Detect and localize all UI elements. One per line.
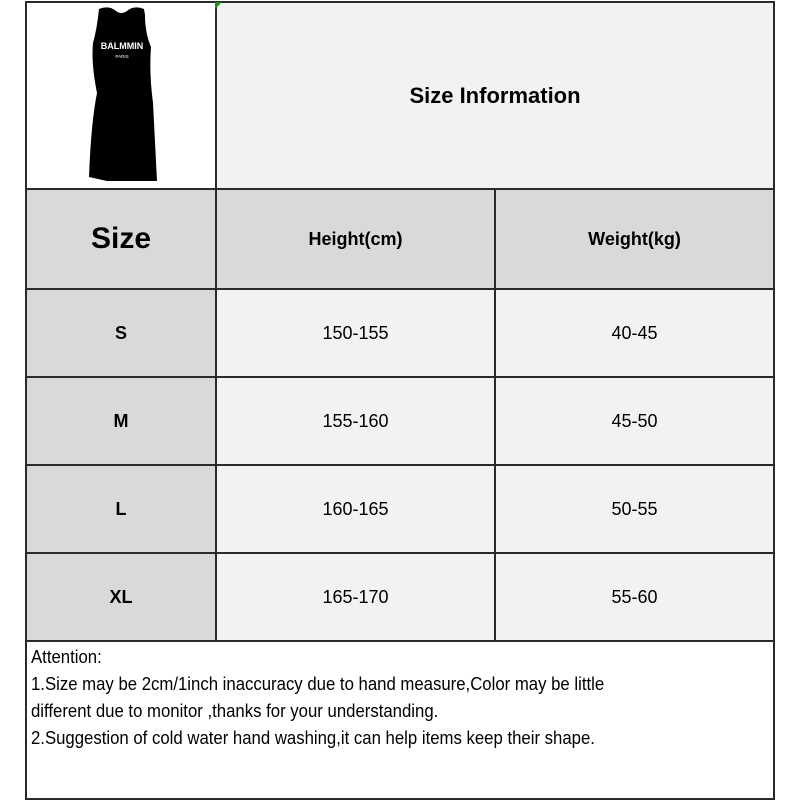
height-cell: 150-155 xyxy=(215,288,496,378)
height-cell: 160-165 xyxy=(215,464,496,554)
height-cell: 165-170 xyxy=(215,552,496,642)
attention-notes: Attention: 1.Size may be 2cm/1inch inacc… xyxy=(25,640,775,800)
note-line: 1.Size may be 2cm/1inch inaccuracy due t… xyxy=(31,674,605,694)
product-image-cell: BALMMIN PARIS xyxy=(25,1,217,190)
size-cell: L xyxy=(25,464,217,554)
weight-cell: 40-45 xyxy=(494,288,775,378)
table-row: M 155-160 45-50 xyxy=(25,376,775,466)
page-title: Size Information xyxy=(215,1,775,190)
table-row: S 150-155 40-45 xyxy=(25,288,775,378)
weight-cell: 45-50 xyxy=(494,376,775,466)
table-row: L 160-165 50-55 xyxy=(25,464,775,554)
height-cell: 155-160 xyxy=(215,376,496,466)
size-cell: S xyxy=(25,288,217,378)
weight-cell: 50-55 xyxy=(494,464,775,554)
header-height: Height(cm) xyxy=(215,188,496,290)
size-cell: M xyxy=(25,376,217,466)
note-line: different due to monitor ,thanks for you… xyxy=(31,701,439,721)
header-weight: Weight(kg) xyxy=(494,188,775,290)
header-size: Size xyxy=(25,188,217,290)
notes-heading: Attention: xyxy=(31,647,102,667)
dress-logo: BALMMIN xyxy=(101,41,144,51)
table-row: XL 165-170 55-60 xyxy=(25,552,775,642)
dress-image: BALMMIN PARIS xyxy=(89,7,157,182)
weight-cell: 55-60 xyxy=(494,552,775,642)
note-line: 2.Suggestion of cold water hand washing,… xyxy=(31,728,595,748)
size-chart-table: BALMMIN PARIS Size Information Size Heig… xyxy=(25,1,775,800)
cell-comment-marker xyxy=(215,2,222,9)
svg-text:PARIS: PARIS xyxy=(115,54,128,59)
size-cell: XL xyxy=(25,552,217,642)
